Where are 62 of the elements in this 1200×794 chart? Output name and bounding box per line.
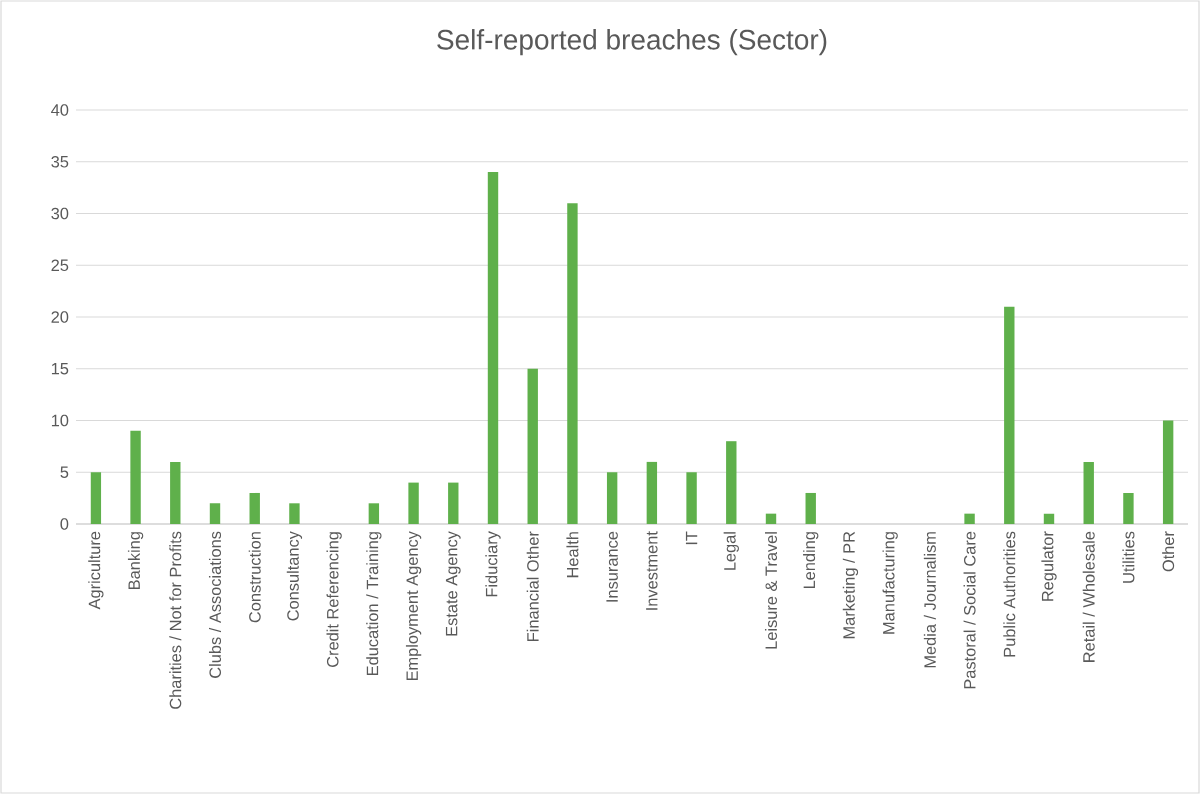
x-tick-label: Estate Agency: [445, 531, 461, 636]
x-tick-label: Construction: [248, 532, 261, 623]
bar: [209, 503, 221, 524]
x-tick-label: Clubs / Associations: [208, 531, 222, 678]
bar: [249, 492, 260, 524]
x-tick-label: Other: [1162, 531, 1175, 572]
x-tick-label: Retail / Wholesale: [1082, 531, 1095, 662]
bar: [1162, 420, 1174, 524]
x-tick-label: Legal: [723, 532, 739, 570]
bar: [606, 472, 618, 524]
x-tick-label: IT: [685, 531, 698, 545]
bar: [90, 472, 102, 524]
bar: [765, 513, 777, 524]
bar: [646, 461, 658, 524]
bar: [686, 472, 697, 524]
x-tick-label: Education / Training: [366, 532, 382, 675]
x-tick-label: Charities / Not for Profits: [169, 531, 182, 709]
bar: [130, 430, 141, 524]
bar: [567, 203, 578, 524]
y-tick-label: 5: [60, 466, 69, 478]
bar: [170, 461, 181, 524]
x-tick-label: Regulator: [1041, 531, 1057, 601]
bar: [1123, 492, 1134, 524]
x-tick-label: Leisure & Travel: [764, 532, 778, 649]
y-tick-label: 20: [51, 311, 69, 323]
x-tick-label: Pastoral / Social Care: [963, 531, 976, 689]
x-tick-label: Insurance: [606, 531, 618, 602]
y-tick-label: 15: [51, 363, 69, 375]
x-tick-label: Fiduciary: [485, 531, 501, 597]
y-tick-label: 25: [51, 259, 69, 272]
x-tick-label: Employment Agency: [405, 531, 422, 681]
x-tick-label: Agriculture: [88, 531, 104, 610]
x-tick-label: Marketing / PR: [842, 531, 859, 639]
x-tick-label: Credit Referencing: [326, 532, 342, 667]
y-tick-label: 0: [60, 518, 69, 530]
x-tick-label: Health: [566, 532, 579, 578]
x-tick-label: Lending: [803, 532, 819, 589]
bar: [964, 513, 975, 524]
chart-title: Self-reported breaches (Sector): [437, 29, 827, 56]
y-tick-label: 30: [51, 207, 69, 220]
bar: [1043, 513, 1055, 524]
y-tick-label: 40: [51, 104, 69, 116]
x-tick-label: Utilities: [1122, 531, 1135, 583]
x-tick-label: Public Authorities: [1003, 531, 1016, 657]
bar: [1083, 461, 1094, 524]
x-tick-label: Manufacturing: [882, 532, 898, 634]
y-tick-label: 35: [51, 155, 69, 168]
bar: [527, 368, 538, 524]
bar: [408, 482, 419, 524]
bar: [448, 482, 459, 524]
bar: [289, 503, 300, 524]
bar: [487, 172, 499, 524]
x-tick-label: Media / Journalism: [923, 532, 936, 668]
x-tick-label: Financial Other: [526, 531, 539, 641]
y-tick-label: 10: [51, 414, 69, 427]
x-tick-label: Banking: [127, 532, 144, 589]
bar: [1004, 306, 1015, 524]
bar: [805, 492, 816, 524]
bar: [726, 441, 737, 524]
x-tick-label: Consultancy: [286, 531, 303, 621]
bar: [368, 503, 380, 524]
x-tick-label: Investment: [646, 531, 658, 610]
